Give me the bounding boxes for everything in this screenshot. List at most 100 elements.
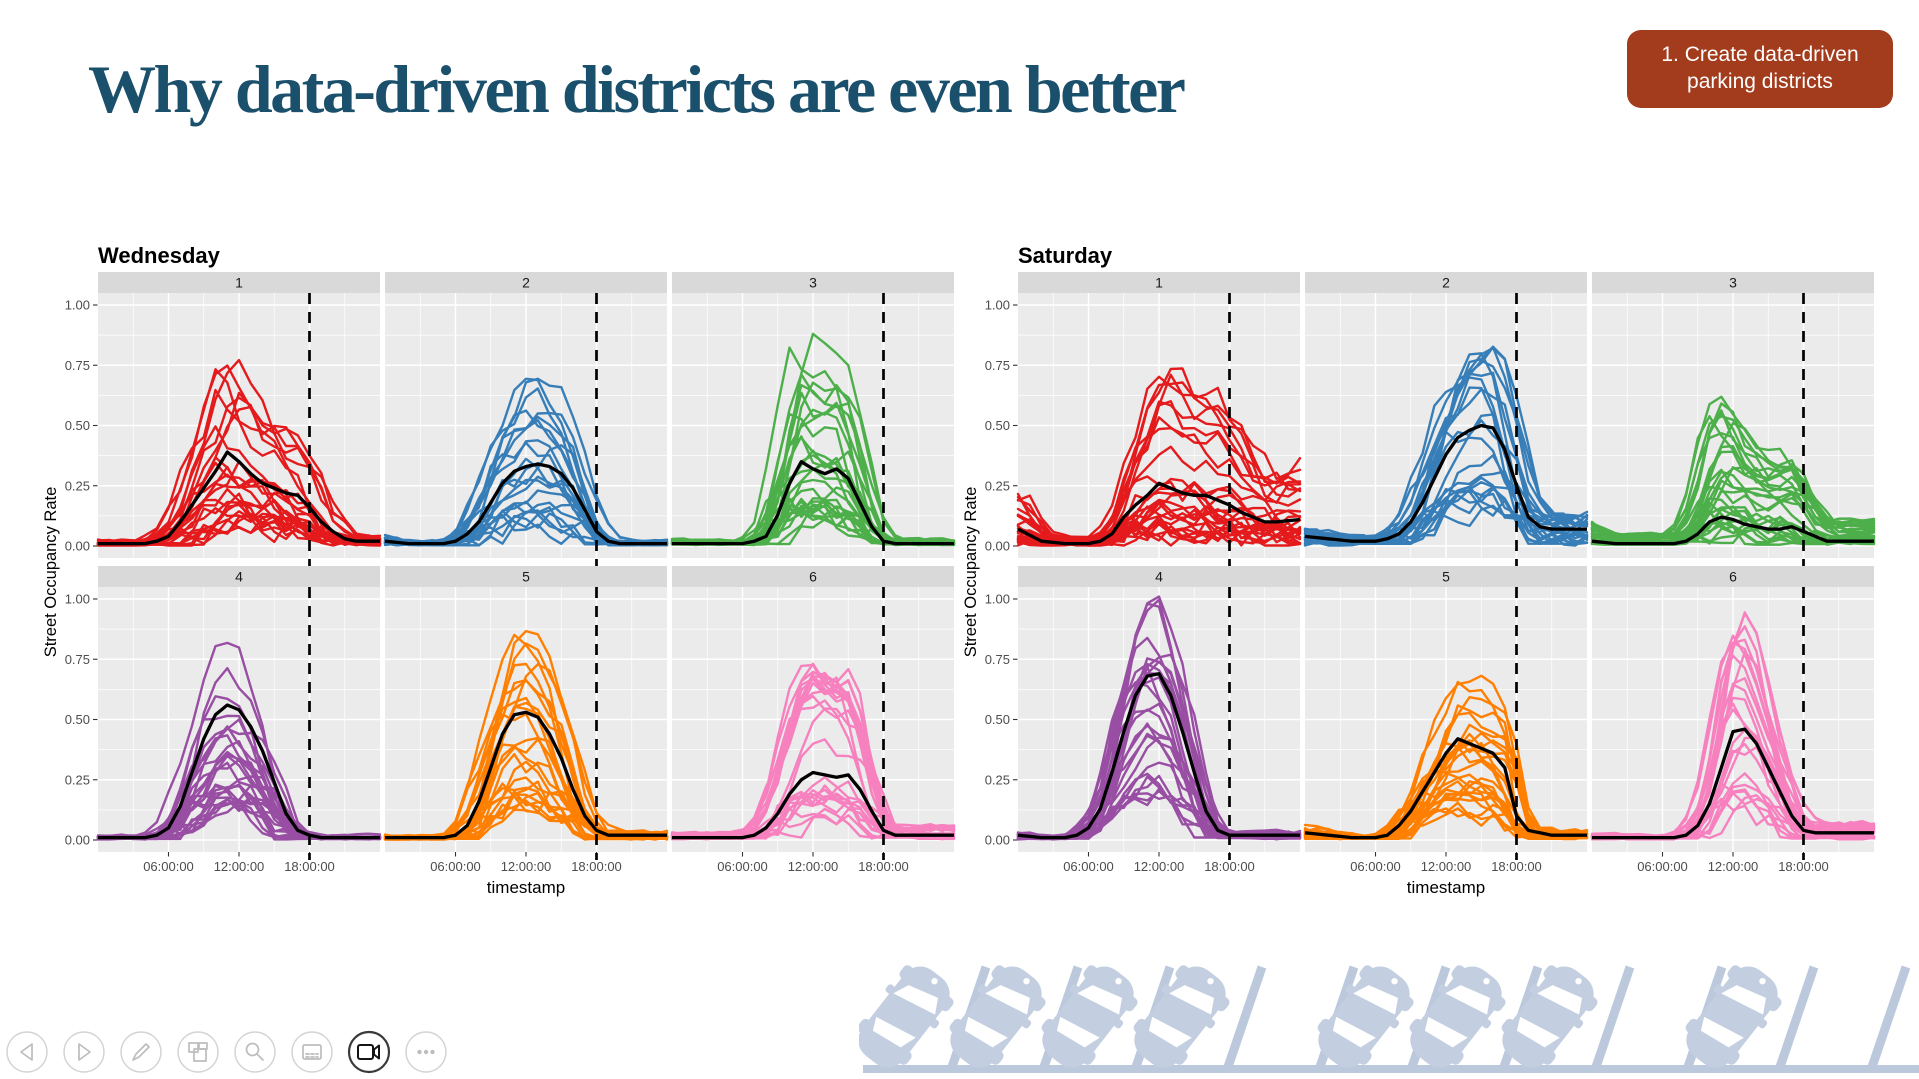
x-tick-label: 18:00:00 [858,859,909,874]
facet-plot-5 [383,587,669,852]
facet-strip-label: 6 [1729,569,1737,585]
y-tick-label: 0.50 [985,418,1010,433]
mean-line [1591,515,1874,546]
x-tick-label: 06:00:00 [1350,859,1401,874]
previous-button[interactable] [6,1031,48,1073]
facet-strip-label: 1 [1155,275,1163,291]
facet-strip [1018,566,1300,587]
notes-button[interactable] [291,1031,333,1073]
car-top-view-icon [1317,965,1414,1068]
day-title: Saturday [1018,243,1113,268]
x-tick-label: 06:00:00 [1063,859,1114,874]
facet-plot-3 [670,293,956,558]
facet-strip [98,566,380,587]
camera-button[interactable] [347,1030,391,1074]
y-tick-label: 0.50 [65,712,90,727]
mean-line [1592,727,1874,840]
mean-line [1304,737,1587,840]
car-top-view-icon [859,965,954,1068]
y-tick-label: 0.75 [65,652,90,667]
facet-strip [98,272,380,293]
x-axis-title: timestamp [487,878,565,897]
step-badge-line2: parking districts [1687,70,1833,93]
mean-line [385,710,667,840]
facet-plot-6 [670,587,956,852]
x-tick-label: 18:00:00 [571,859,622,874]
page-title: Why data-driven districts are even bette… [88,51,1186,127]
chart-wednesday: Wednesday Street Occupancy Rate timestamp 0… [40,232,960,902]
y-tick-label: 1.00 [985,592,1010,607]
x-tick-label: 12:00:00 [788,859,839,874]
facet-strip-label: 4 [1155,569,1163,585]
chart-saturday: Saturday Street Occupancy Rate timestamp 0.… [960,232,1880,902]
facet-strip-label: 2 [1442,275,1450,291]
magnifier-icon [245,1042,264,1061]
facet-strip-label: 1 [235,275,243,291]
triangle-left-icon [20,1043,33,1061]
y-tick-label: 1.00 [65,298,90,313]
facet-strip-label: 5 [522,569,530,585]
y-axis-title: Street Occupancy Rate [962,487,980,658]
facet-plot-4 [1016,587,1302,852]
mean-line [672,460,954,546]
facet-strip [1592,566,1874,587]
video-camera-icon [357,1044,380,1060]
presentation-toolbar [6,1030,447,1074]
y-tick-label: 0.00 [65,539,90,554]
annotate-button[interactable] [120,1031,162,1073]
next-button[interactable] [63,1031,105,1073]
day-title: Wednesday [98,243,221,268]
y-tick-label: 0.25 [65,772,90,787]
zoom-button[interactable] [234,1031,276,1073]
x-tick-label: 18:00:00 [1491,859,1542,874]
x-tick-label: 12:00:00 [1134,859,1185,874]
parking-line-icon [1591,965,1635,1069]
mean-line [98,703,380,840]
more-options-button[interactable] [405,1031,447,1073]
y-tick-label: 1.00 [65,592,90,607]
y-tick-label: 0.25 [985,772,1010,787]
car-top-view-icon [1501,965,1598,1068]
facet-strip [385,566,667,587]
facet-strip [1305,272,1587,293]
mean-line [1017,481,1301,546]
triangle-right-icon [78,1043,91,1061]
facet-plot-3 [1590,293,1876,558]
facet-grid-saturday: Saturday Street Occupancy Rate timestamp 0.… [962,243,1876,897]
facet-plot-4 [96,587,382,852]
facet-strip-label: 3 [809,275,817,291]
car-top-view-icon [949,965,1046,1068]
facet-strip-label: 5 [1442,569,1450,585]
facet-strip [1592,272,1874,293]
parking-line-icon [1775,965,1819,1069]
y-tick-label: 0.75 [985,358,1010,373]
y-tick-label: 0.50 [65,418,90,433]
facet-strip-label: 3 [1729,275,1737,291]
x-tick-label: 06:00:00 [430,859,481,874]
x-tick-label: 06:00:00 [143,859,194,874]
parking-cars-decoration-icon [859,965,1919,1073]
three-dots-icon [417,1049,435,1055]
facet-strip [385,272,667,293]
x-tick-label: 18:00:00 [1778,859,1829,874]
facet-strip-label: 4 [235,569,243,585]
x-tick-label: 12:00:00 [1708,859,1759,874]
y-tick-label: 0.75 [985,652,1010,667]
facet-strip [1018,272,1300,293]
x-tick-label: 06:00:00 [717,859,768,874]
facet-strip [672,566,954,587]
facet-strip [672,272,954,293]
slides-overview-button[interactable] [177,1031,219,1073]
facet-strip-label: 6 [809,569,817,585]
mean-line [1017,672,1300,840]
facet-plot-1 [1016,293,1302,558]
parking-line-icon [1867,965,1911,1069]
street-edge-line [863,1065,1919,1073]
y-tick-label: 0.75 [65,358,90,373]
slides-icon [188,1042,208,1062]
y-axis-title: Street Occupancy Rate [42,487,60,658]
step-badge-line1: 1. Create data-driven [1661,43,1859,67]
x-tick-label: 06:00:00 [1637,859,1688,874]
car-top-view-icon [1685,965,1782,1068]
